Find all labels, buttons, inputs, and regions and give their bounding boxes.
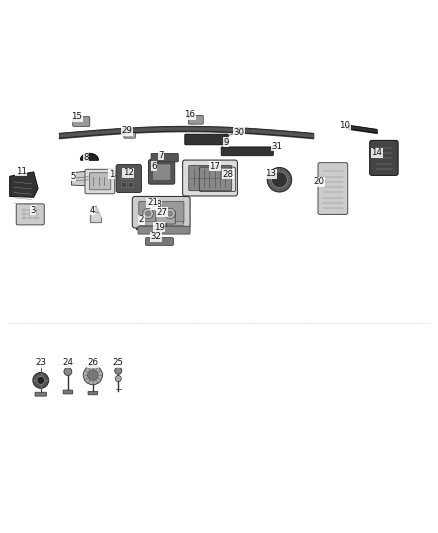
Text: 13: 13 xyxy=(265,169,276,178)
FancyBboxPatch shape xyxy=(16,204,44,225)
FancyBboxPatch shape xyxy=(139,201,184,223)
FancyBboxPatch shape xyxy=(63,390,73,394)
FancyBboxPatch shape xyxy=(116,165,141,192)
FancyBboxPatch shape xyxy=(88,391,98,395)
FancyBboxPatch shape xyxy=(185,134,228,145)
Text: 21: 21 xyxy=(147,198,158,207)
FancyBboxPatch shape xyxy=(128,182,134,187)
FancyBboxPatch shape xyxy=(156,211,175,224)
Text: 6: 6 xyxy=(152,161,157,171)
Text: 31: 31 xyxy=(271,142,283,150)
Polygon shape xyxy=(90,206,101,222)
Text: 20: 20 xyxy=(313,177,325,187)
Text: 27: 27 xyxy=(156,208,168,217)
FancyBboxPatch shape xyxy=(89,173,111,190)
Circle shape xyxy=(165,208,175,219)
FancyBboxPatch shape xyxy=(188,115,203,124)
FancyBboxPatch shape xyxy=(73,117,90,126)
Text: 5: 5 xyxy=(71,172,76,181)
FancyBboxPatch shape xyxy=(121,182,127,187)
Text: 11: 11 xyxy=(15,166,27,175)
Circle shape xyxy=(37,376,45,384)
Circle shape xyxy=(143,208,153,219)
FancyBboxPatch shape xyxy=(132,197,190,228)
Circle shape xyxy=(83,366,102,385)
Text: 2: 2 xyxy=(139,215,144,224)
Text: 16: 16 xyxy=(184,110,195,119)
Polygon shape xyxy=(10,172,38,197)
Text: 17: 17 xyxy=(209,161,220,171)
Text: 28: 28 xyxy=(222,169,233,179)
Text: 29: 29 xyxy=(122,126,132,135)
Text: 10: 10 xyxy=(339,121,350,130)
FancyBboxPatch shape xyxy=(151,154,178,162)
FancyBboxPatch shape xyxy=(221,147,273,156)
Circle shape xyxy=(115,376,121,382)
FancyBboxPatch shape xyxy=(35,392,46,396)
FancyBboxPatch shape xyxy=(124,132,135,138)
FancyBboxPatch shape xyxy=(145,238,173,246)
FancyBboxPatch shape xyxy=(370,140,398,175)
Text: 1: 1 xyxy=(109,169,114,179)
Text: 18: 18 xyxy=(151,200,162,209)
Circle shape xyxy=(272,172,287,188)
Text: 4: 4 xyxy=(89,206,95,215)
Text: 25: 25 xyxy=(113,358,124,367)
FancyBboxPatch shape xyxy=(138,226,190,234)
Text: 3: 3 xyxy=(30,206,35,215)
Polygon shape xyxy=(71,171,92,186)
FancyBboxPatch shape xyxy=(140,221,183,226)
Circle shape xyxy=(267,167,292,192)
Text: 23: 23 xyxy=(35,358,46,367)
Circle shape xyxy=(115,367,122,374)
FancyBboxPatch shape xyxy=(189,165,232,191)
Text: 30: 30 xyxy=(233,127,245,136)
FancyBboxPatch shape xyxy=(121,174,127,179)
Text: 15: 15 xyxy=(71,112,82,121)
Text: 24: 24 xyxy=(62,358,74,367)
Polygon shape xyxy=(136,221,149,229)
Polygon shape xyxy=(152,201,166,214)
FancyBboxPatch shape xyxy=(318,163,348,214)
Text: 19: 19 xyxy=(154,223,164,231)
Polygon shape xyxy=(81,154,98,159)
FancyBboxPatch shape xyxy=(85,169,115,194)
Text: 7: 7 xyxy=(159,151,164,160)
Text: 9: 9 xyxy=(223,138,229,147)
Text: 32: 32 xyxy=(151,232,162,241)
Circle shape xyxy=(88,370,98,381)
Text: 8: 8 xyxy=(83,154,88,163)
Text: 26: 26 xyxy=(87,358,99,367)
Circle shape xyxy=(33,373,49,388)
Circle shape xyxy=(167,211,173,216)
Circle shape xyxy=(64,368,72,376)
Circle shape xyxy=(145,211,151,216)
Text: 12: 12 xyxy=(123,168,134,177)
FancyBboxPatch shape xyxy=(183,160,237,196)
FancyBboxPatch shape xyxy=(128,174,134,179)
FancyBboxPatch shape xyxy=(148,159,175,184)
FancyBboxPatch shape xyxy=(152,164,171,180)
Text: 14: 14 xyxy=(371,148,382,157)
